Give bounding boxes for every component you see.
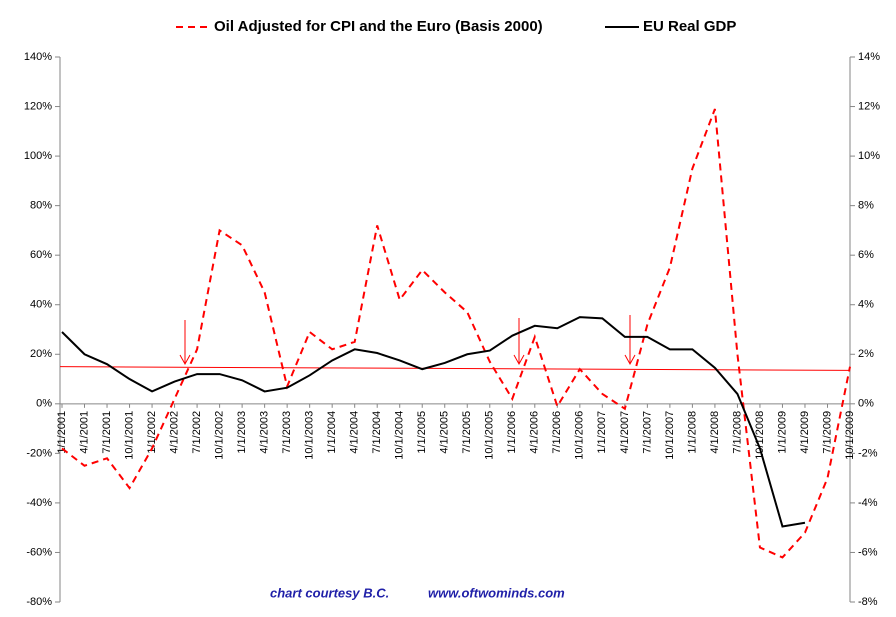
y2-tick-label: 14% <box>858 51 880 63</box>
y-tick-label: 20% <box>30 348 52 360</box>
x-tick-label: 7/1/2007 <box>641 411 653 454</box>
x-tick-label: 1/1/2003 <box>236 411 248 454</box>
y2-tick-label: 6% <box>858 249 874 261</box>
y-tick-label: -20% <box>26 447 52 459</box>
y-tick-label: 0% <box>36 398 52 410</box>
x-tick-label: 1/1/2002 <box>146 411 158 454</box>
y2-tick-label: -6% <box>858 546 878 558</box>
annotation: www.oftwominds.com <box>428 585 565 600</box>
y-tick-label: 40% <box>30 299 52 311</box>
x-tick-label: 7/1/2005 <box>461 411 473 454</box>
x-tick-label: 4/1/2005 <box>439 411 451 454</box>
y2-tick-label: 0% <box>858 398 874 410</box>
x-tick-label: 1/1/2007 <box>596 411 608 454</box>
x-tick-label: 7/1/2001 <box>101 411 113 454</box>
x-tick-label: 10/1/2007 <box>664 411 676 460</box>
x-tick-label: 10/1/2003 <box>304 411 316 460</box>
y2-tick-label: 12% <box>858 100 880 112</box>
y2-tick-label: -8% <box>858 596 878 608</box>
x-tick-label: 10/1/2005 <box>484 411 496 460</box>
x-tick-label: 7/1/2008 <box>731 411 743 454</box>
x-tick-label: 10/1/2004 <box>394 411 406 460</box>
arrows <box>179 315 636 366</box>
y-tick-label: 80% <box>30 200 52 212</box>
y2-tick-label: 10% <box>858 150 880 162</box>
y-tick-label: -80% <box>26 596 52 608</box>
x-tick-label: 7/1/2002 <box>191 411 203 454</box>
x-tick-label: 1/1/2005 <box>416 411 428 454</box>
x-tick-label: 10/1/2008 <box>754 411 766 460</box>
y2-tick-label: -2% <box>858 447 878 459</box>
y-tick-label: 120% <box>24 100 52 112</box>
x-tick-label: 4/1/2007 <box>619 411 631 454</box>
x-tick-label: 7/1/2009 <box>821 411 833 454</box>
legend-label: Oil Adjusted for CPI and the Euro (Basis… <box>214 18 543 35</box>
x-tick-label: 1/1/2001 <box>56 411 68 454</box>
x-tick-label: 10/1/2001 <box>123 411 135 460</box>
x-tick-label: 10/1/2006 <box>574 411 586 460</box>
x-tick-label: 1/1/2008 <box>686 411 698 454</box>
x-tick-label: 4/1/2009 <box>799 411 811 454</box>
reference-line <box>59 366 851 371</box>
y2-tick-label: 8% <box>858 200 874 212</box>
y-tick-label: -40% <box>26 497 52 509</box>
x-tick-label: 10/1/2002 <box>214 411 226 460</box>
y-tick-label: 140% <box>24 51 52 63</box>
x-tick-label: 7/1/2004 <box>371 411 383 454</box>
x-tick-label: 1/1/2006 <box>506 411 518 454</box>
x-tick-label: 4/1/2003 <box>259 411 271 454</box>
x-tick-label: 1/1/2004 <box>326 411 338 454</box>
y2-tick-label: -4% <box>858 497 878 509</box>
x-tick-label: 4/1/2006 <box>529 411 541 454</box>
annotation: chart courtesy B.C. <box>270 585 389 600</box>
y-tick-label: 100% <box>24 150 52 162</box>
y-tick-label: -60% <box>26 546 52 558</box>
legend-label: EU Real GDP <box>643 18 736 35</box>
x-tick-label: 4/1/2002 <box>168 411 180 454</box>
series-line <box>61 316 806 528</box>
y2-tick-label: 4% <box>858 299 874 311</box>
x-tick-label: 4/1/2004 <box>349 411 361 454</box>
y2-tick-label: 2% <box>858 348 874 360</box>
series-line <box>61 108 851 559</box>
y-tick-label: 60% <box>30 249 52 261</box>
x-tick-label: 4/1/2001 <box>78 411 90 454</box>
x-tick-label: 1/1/2009 <box>776 411 788 454</box>
x-tick-label: 7/1/2003 <box>281 411 293 454</box>
x-tick-label: 10/1/2009 <box>844 411 856 460</box>
x-tick-label: 4/1/2008 <box>709 411 721 454</box>
x-tick-label: 7/1/2006 <box>551 411 563 454</box>
